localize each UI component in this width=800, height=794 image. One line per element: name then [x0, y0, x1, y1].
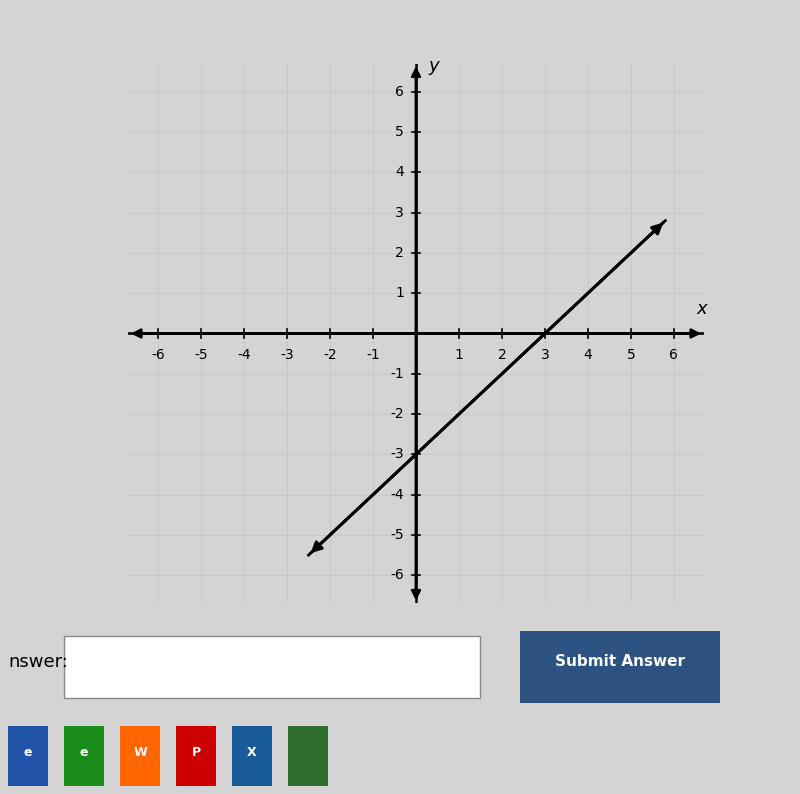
Text: 1: 1 [395, 286, 404, 300]
Text: -6: -6 [390, 569, 404, 582]
Text: 2: 2 [498, 348, 506, 361]
Text: -5: -5 [194, 348, 208, 361]
FancyBboxPatch shape [64, 726, 104, 786]
Text: W: W [133, 746, 147, 759]
Text: 5: 5 [395, 125, 404, 139]
Text: y: y [428, 56, 438, 75]
Text: 3: 3 [395, 206, 404, 220]
Text: 4: 4 [583, 348, 592, 361]
Text: -2: -2 [390, 407, 404, 421]
Text: -4: -4 [390, 488, 404, 502]
Text: 5: 5 [626, 348, 635, 361]
Text: 3: 3 [541, 348, 550, 361]
FancyBboxPatch shape [176, 726, 216, 786]
Text: e: e [24, 746, 32, 759]
Text: e: e [80, 746, 88, 759]
Text: -3: -3 [390, 447, 404, 461]
Text: -5: -5 [390, 528, 404, 542]
Text: 6: 6 [395, 85, 404, 98]
Text: 6: 6 [670, 348, 678, 361]
Text: -3: -3 [280, 348, 294, 361]
Text: 4: 4 [395, 165, 404, 179]
Text: -1: -1 [390, 367, 404, 381]
Text: -2: -2 [323, 348, 337, 361]
FancyBboxPatch shape [120, 726, 160, 786]
FancyBboxPatch shape [8, 726, 48, 786]
FancyBboxPatch shape [520, 630, 720, 703]
Text: x: x [697, 300, 707, 318]
Text: nswer:: nswer: [8, 653, 68, 671]
Text: 1: 1 [454, 348, 463, 361]
Text: Submit Answer: Submit Answer [555, 654, 685, 669]
Text: 2: 2 [395, 246, 404, 260]
Text: P: P [191, 746, 201, 759]
Text: -1: -1 [366, 348, 380, 361]
FancyBboxPatch shape [288, 726, 328, 786]
FancyBboxPatch shape [64, 636, 480, 698]
Text: -4: -4 [238, 348, 251, 361]
Text: X: X [247, 746, 257, 759]
FancyBboxPatch shape [232, 726, 272, 786]
Text: -6: -6 [151, 348, 165, 361]
